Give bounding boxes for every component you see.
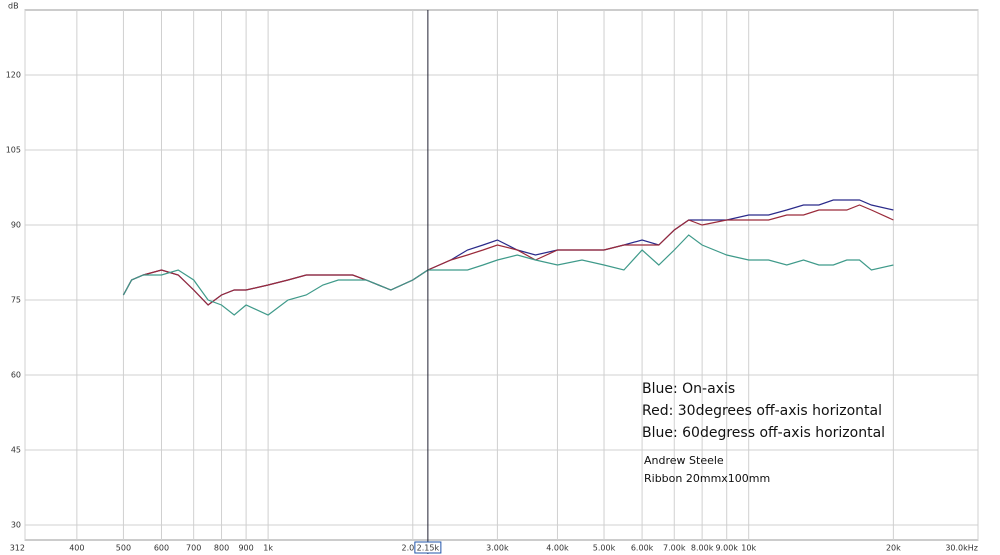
y-tick-label: 90 [11,221,21,230]
x-tick-label: 400 [69,544,84,553]
y-tick-label: 30 [11,521,21,530]
cursor-box [414,541,442,554]
cursor-label: 2.15k [417,544,440,553]
y-axis-label: dB [8,2,19,11]
x-tick-label: 800 [214,544,229,553]
x-tick-label: 9.00k [715,544,738,553]
x-tick-label: 4.00k [546,544,569,553]
x-tick-label: 8.00k [691,544,714,553]
annotation: Red: 30degrees off-axis horizontal [642,403,882,419]
x-tick-label: 312 [10,544,25,553]
x-tick-label: 3.00k [486,544,509,553]
x-tick-label: 600 [154,544,169,553]
x-tick-label: 900 [238,544,253,553]
y-tick-label: 105 [6,146,21,155]
plot-area [24,9,979,541]
y-tick-label: 60 [11,371,21,380]
series-line [122,234,894,316]
x-tick-label: 10k [741,544,756,553]
annotation: Blue: 60degress off-axis horizontal [642,425,885,441]
x-tick-label: 700 [186,544,201,553]
y-tick-label: 45 [11,446,21,455]
y-tick-label: 120 [6,71,21,80]
x-tick-label: 5.00k [593,544,616,553]
annotation: Blue: On-axis [642,381,735,397]
x-tick-label: 20k [886,544,901,553]
y-tick-label: 75 [11,296,21,305]
x-tick-label: 7.00k [663,544,686,553]
x-tick-label: 30.0kHz [945,544,978,553]
x-tick-label: 2.00k [402,544,425,553]
series-line [122,204,894,306]
x-tick-label: 6.00k [631,544,654,553]
x-tick-label: 500 [116,544,131,553]
x-tick-label: 1k [263,544,273,553]
annotation: Andrew Steele [644,454,724,467]
annotation: Ribbon 20mmx100mm [644,472,770,485]
